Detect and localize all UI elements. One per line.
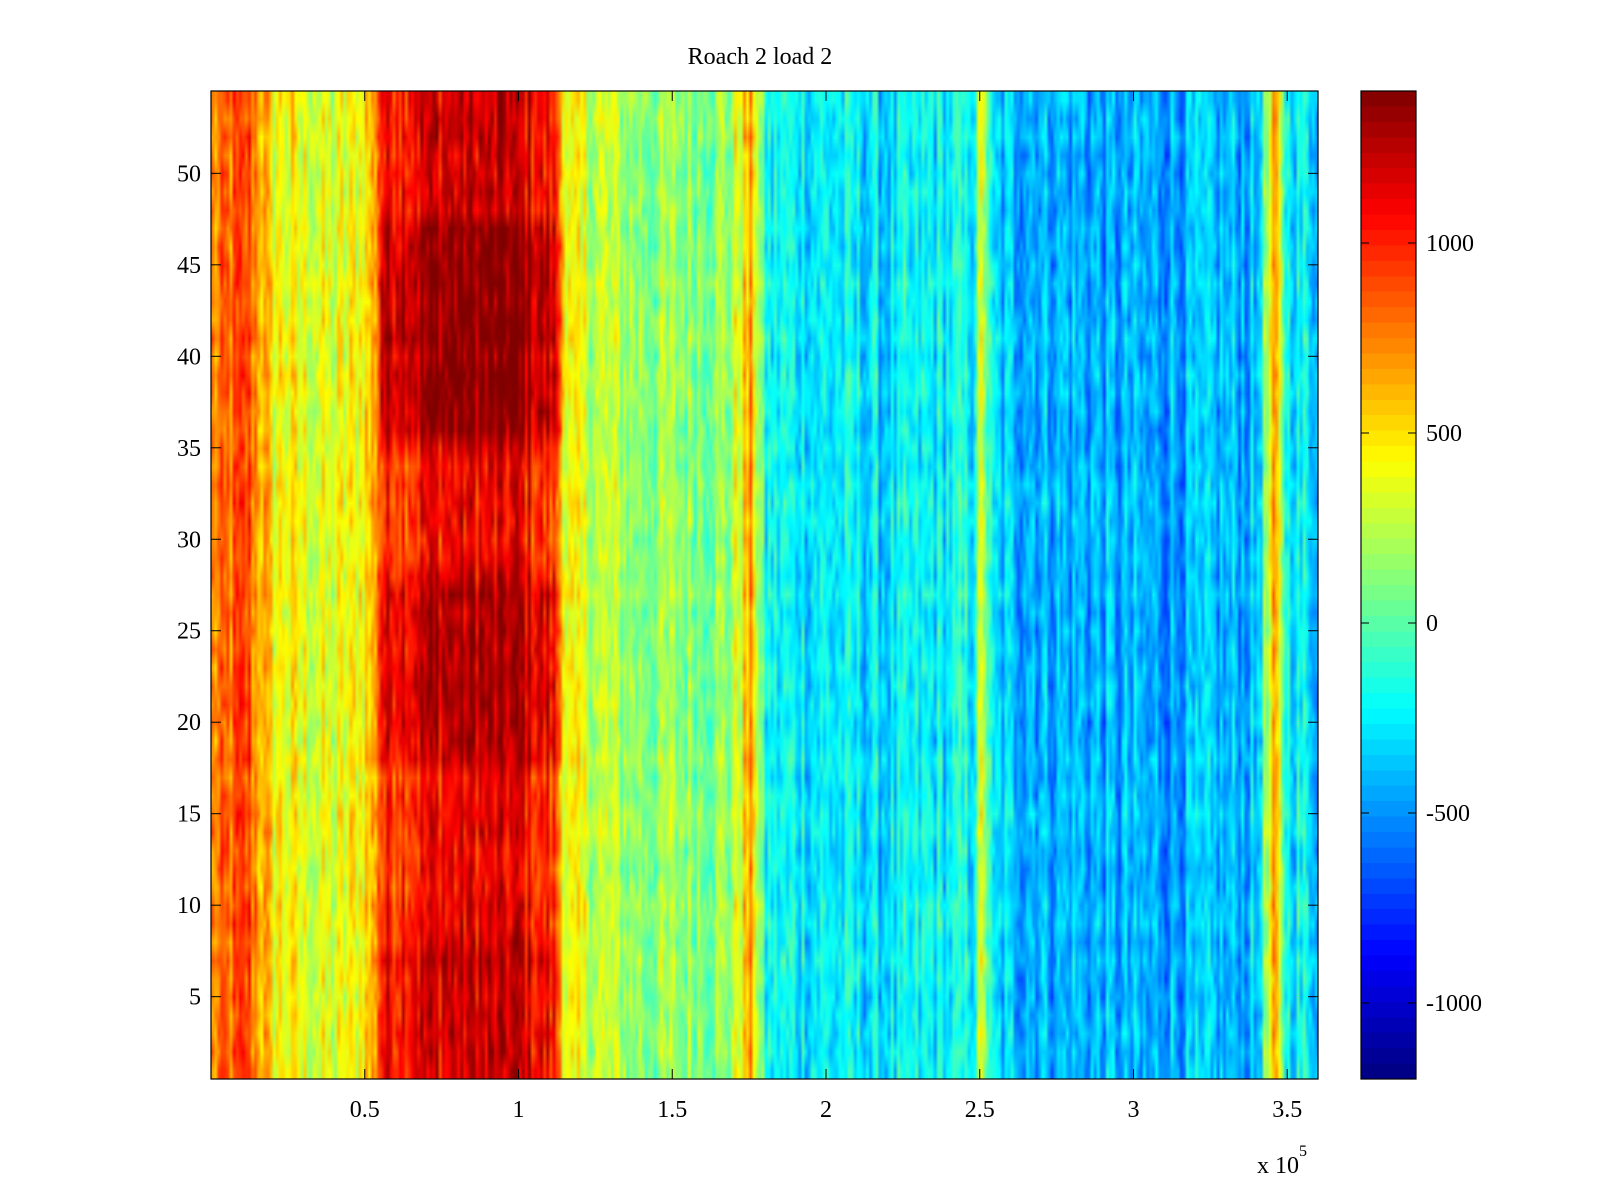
heatmap-plot-area: [210, 90, 1319, 1080]
colorbar-gradient: [1361, 91, 1416, 1079]
x-tick-label: 2: [820, 1097, 832, 1123]
x-tick-label: 3: [1128, 1097, 1140, 1123]
x-exponent-label: x 105: [1257, 1143, 1307, 1179]
colorbar-frame: [1360, 90, 1417, 1080]
y-tick-label: 10: [177, 893, 201, 919]
y-axis: 5 10 15 20 25 30 35 40 45 50: [177, 161, 1318, 1011]
y-tick-label: 20: [177, 710, 201, 736]
chart-title: Roach 2 load 2: [688, 44, 833, 70]
y-tick-label: 15: [177, 802, 201, 828]
colorbar-tick-label: 0: [1426, 611, 1438, 637]
y-tick-label: 40: [177, 344, 201, 370]
x-tick-label: 1.5: [657, 1097, 687, 1123]
colorbar-tick-label: 1000: [1426, 231, 1474, 257]
x-tick-label: 3.5: [1272, 1097, 1302, 1123]
x-tick-label: 1: [513, 1097, 525, 1123]
y-tick-label: 35: [177, 436, 201, 462]
colorbar-tick-label: -1000: [1426, 991, 1482, 1017]
y-tick-label: 45: [177, 253, 201, 279]
x-axis: 0.5 1 1.5 2 2.5 3 3.5: [350, 91, 1302, 1123]
plot-frame: [210, 90, 1319, 1080]
y-tick-label: 30: [177, 527, 201, 553]
y-tick-label: 50: [177, 161, 201, 187]
heatmap-cells: [211, 91, 1318, 1079]
x-tick-label: 2.5: [965, 1097, 995, 1123]
y-tick-label: 25: [177, 619, 201, 645]
x-tick-label: 0.5: [350, 1097, 380, 1123]
colorbar: -1000 -500 0 500 1000: [1360, 90, 1482, 1080]
colorbar-tick-label: 500: [1426, 421, 1462, 447]
colorbar-tick-label: -500: [1426, 801, 1470, 827]
y-tick-label: 5: [189, 985, 201, 1011]
colorbar-ticks: -1000 -500 0 500 1000: [1361, 231, 1482, 1017]
